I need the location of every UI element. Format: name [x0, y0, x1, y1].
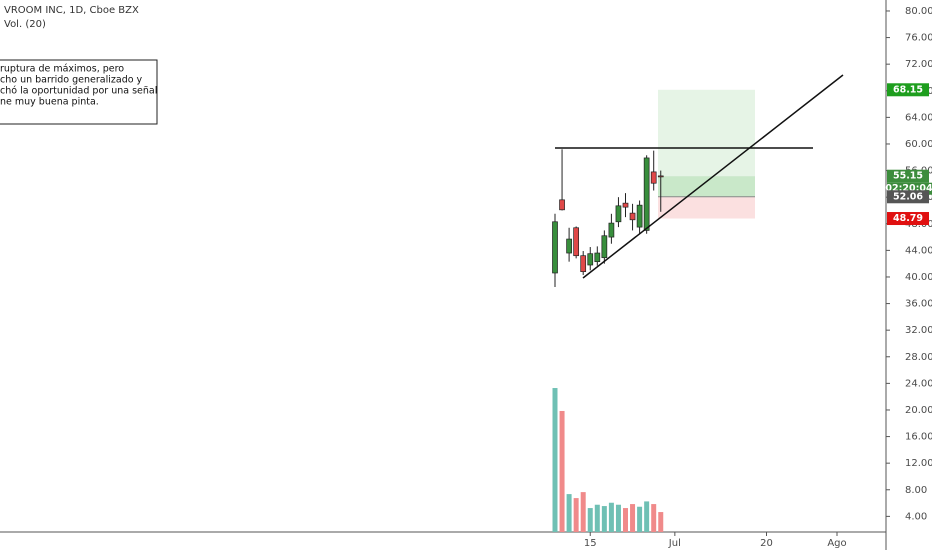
entry-tag-label: 52.06	[893, 191, 923, 202]
y-tick-label: 28.00	[905, 352, 932, 363]
candle-body	[587, 253, 594, 266]
y-tick-label: 20.00	[905, 405, 932, 416]
y-tick-label: 4.00	[905, 511, 927, 522]
loss-zone	[658, 196, 755, 219]
candle-body	[566, 238, 572, 254]
volume-bar	[552, 388, 558, 532]
volume-bar	[594, 504, 600, 532]
price-tag	[887, 169, 929, 183]
x-tick-label: Jul	[668, 538, 681, 549]
y-tick-label: 24.00	[905, 378, 932, 389]
x-tick-label: 15	[584, 538, 597, 549]
volume-bar	[573, 498, 579, 532]
x-tick-label: Ago	[827, 538, 846, 549]
volume-bar	[608, 502, 614, 532]
stop-tag-label: 48.79	[893, 213, 923, 224]
y-tick-label: 36.00	[905, 299, 932, 310]
volume-bar	[637, 506, 643, 532]
target-tag-label: 68.15	[893, 84, 923, 95]
y-tick-label: 60.00	[905, 139, 932, 150]
candle-body	[650, 171, 657, 184]
y-tick-label: 64.00	[905, 112, 932, 123]
price-tag-label: 55.15	[893, 171, 923, 182]
volume-bar	[580, 492, 586, 532]
candle-body	[622, 202, 629, 208]
stop-tag	[887, 212, 929, 226]
volume-bar	[644, 501, 650, 532]
y-tick-label: 80.00	[905, 6, 932, 17]
y-tick-label: 32.00	[905, 325, 932, 336]
y-tick-label: 12.00	[905, 458, 932, 469]
volume-bar	[630, 504, 636, 532]
candle-body	[559, 199, 565, 211]
entry-tag	[887, 190, 929, 204]
chart-title: VROOM INC, 1D, Cboe BZX	[4, 5, 139, 16]
y-tick-label: 16.00	[905, 432, 932, 443]
candle-body	[643, 157, 650, 231]
candle-body	[573, 227, 580, 257]
open-profit-zone	[658, 176, 755, 197]
candle-body	[629, 212, 636, 221]
y-tick-label: 40.00	[905, 272, 932, 283]
candle-body	[657, 175, 664, 178]
y-tick-label: 76.00	[905, 33, 932, 44]
candle-body	[580, 255, 587, 273]
target-tag	[887, 83, 929, 97]
candle-body	[615, 205, 622, 223]
candle-body	[594, 252, 601, 263]
volume-bar	[615, 504, 621, 532]
y-tick-label: 44.00	[905, 245, 932, 256]
note-line: chó la oportunidad por una señal	[0, 86, 157, 97]
note-line: cho un barrido generalizado y	[0, 75, 143, 86]
candle-body	[601, 235, 608, 259]
countdown-label: 02:20:04	[885, 183, 932, 194]
candle-body	[636, 204, 643, 228]
volume-bar	[587, 508, 593, 532]
volume-bar	[559, 410, 565, 532]
volume-bar	[601, 506, 607, 532]
candle-body	[608, 222, 615, 238]
y-tick-label: 72.00	[905, 59, 932, 70]
x-tick-label: 20	[760, 538, 773, 549]
note-box	[0, 59, 158, 125]
volume-label: Vol. (20)	[4, 19, 46, 30]
volume-bar	[658, 512, 664, 532]
candle-body	[552, 221, 558, 274]
note-line: ne muy buena pinta.	[0, 97, 99, 108]
volume-bar	[566, 494, 572, 532]
trend-line	[582, 74, 844, 279]
y-tick-label: 8.00	[905, 485, 927, 496]
volume-bar	[651, 504, 657, 532]
note-line: ruptura de máximos, pero	[0, 64, 124, 75]
volume-bar	[623, 508, 628, 532]
